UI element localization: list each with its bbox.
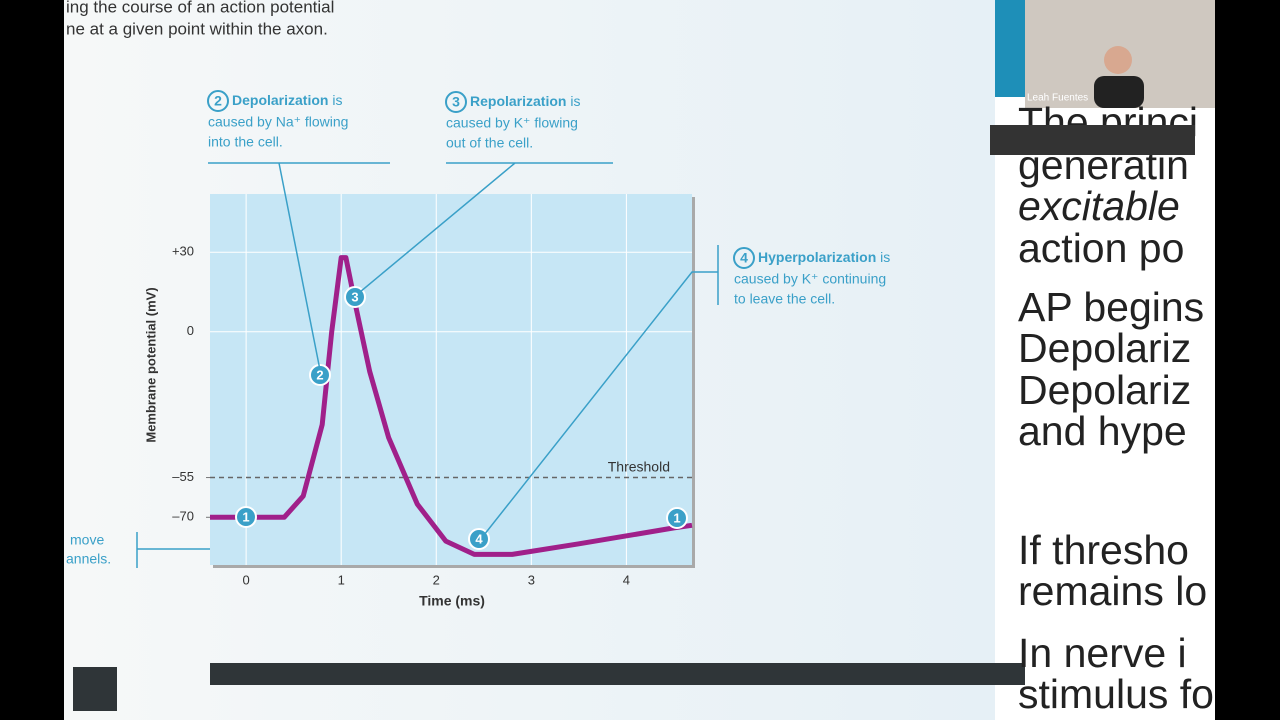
point-marker-label: 2	[316, 367, 323, 382]
annotation-text: into the cell.	[208, 134, 283, 150]
membrane-potential-line	[210, 255, 693, 557]
x-tick-label: 3	[528, 572, 535, 587]
y-tick-label: –70	[172, 509, 194, 524]
slide-text: remains lo	[1018, 568, 1208, 614]
annotation-text: out of the cell.	[446, 135, 533, 151]
annotation-title: Depolarization is	[232, 92, 342, 108]
slide-text: stimulus fo	[1018, 671, 1214, 717]
slide-text: Depolariz	[1018, 325, 1192, 371]
point-marker	[666, 507, 688, 529]
threshold-label: Threshold	[608, 458, 670, 474]
annotation-title: Depolarization	[232, 92, 328, 108]
y-tick-label: +30	[172, 244, 194, 259]
point-marker	[309, 364, 331, 386]
leaders	[208, 162, 719, 536]
annotation-title: is	[570, 93, 580, 109]
video-strip	[995, 0, 1025, 97]
annotation-title: Repolarization is	[470, 93, 580, 109]
slide-text: and hype	[1018, 408, 1187, 454]
toolbar-button[interactable]	[73, 667, 117, 711]
x-tick-label: 4	[623, 572, 630, 587]
slide-text: AP begins	[1018, 284, 1205, 330]
person	[1104, 46, 1132, 74]
x-tick-label: 0	[243, 572, 250, 587]
annotation-title: is	[880, 249, 890, 265]
annotation-marker	[207, 90, 229, 112]
participant-name: Leah Fuentes	[1027, 93, 1088, 104]
black-bar	[1215, 0, 1280, 720]
fragment: annels.	[66, 551, 111, 567]
x-tick-label: 2	[433, 572, 440, 587]
annotation-title: Hyperpolarization is	[758, 249, 890, 265]
annotation-marker	[445, 91, 467, 113]
annotation-marker-label: 4	[740, 250, 748, 266]
slide-text: Depolariz	[1018, 367, 1192, 413]
y-tick-label: –55	[172, 469, 194, 484]
slide-text: If thresho	[1018, 527, 1189, 573]
annotation-text: caused by K⁺ flowing	[446, 115, 578, 131]
slide-text: excitable	[1018, 183, 1180, 229]
point-marker-label: 3	[351, 289, 358, 304]
slide-header: ing the course of an action potential	[66, 0, 334, 16]
person	[1094, 76, 1144, 108]
annotation-marker-label: 2	[214, 93, 222, 109]
point-marker-label: 1	[242, 509, 249, 524]
slide-panel	[995, 0, 1215, 720]
point-marker	[235, 506, 257, 528]
annotation-marker-label: 3	[452, 94, 460, 110]
annotation-title: Repolarization	[470, 93, 566, 109]
x-tick-label: 1	[338, 572, 345, 587]
fragment: move	[70, 532, 104, 548]
toolbar	[210, 663, 1025, 685]
y-tick-label: 0	[187, 323, 194, 338]
x-axis-label: Time (ms)	[419, 593, 485, 609]
plot-area	[210, 194, 692, 565]
annotation-title: is	[332, 92, 342, 108]
annotation-text: caused by Na⁺ flowing	[208, 114, 348, 130]
annotation-title: Hyperpolarization	[758, 249, 876, 265]
slide-text: In nerve i	[1018, 630, 1187, 676]
point-marker-label: 1	[673, 510, 680, 525]
point-marker-label: 4	[475, 531, 483, 546]
annotation-text: to leave the cell.	[734, 291, 835, 307]
annotation-text: caused by K⁺ continuing	[734, 271, 886, 287]
slide-text: action po	[1018, 225, 1185, 271]
overlay-bar	[990, 125, 1195, 155]
slide-header: ne at a given point within the axon.	[66, 19, 328, 38]
y-axis-label: Membrane potential (mV)	[143, 287, 158, 442]
annotation-marker	[733, 247, 755, 269]
